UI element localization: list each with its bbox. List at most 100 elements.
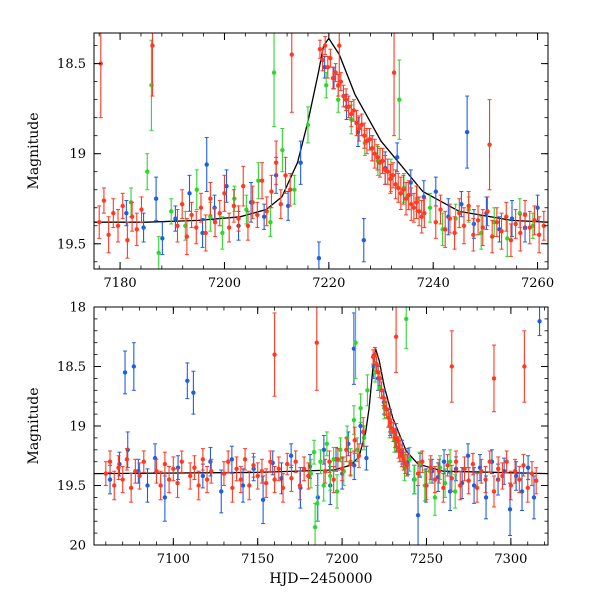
- bottom-blue-marker: [364, 455, 369, 461]
- top-blue-marker: [361, 237, 366, 243]
- top-red-marker: [513, 221, 518, 227]
- bottom-red-marker: [272, 477, 277, 482]
- top-red-marker: [125, 237, 130, 243]
- top-red-point: [184, 218, 190, 256]
- top-red-point: [288, 173, 293, 207]
- bottom-red-point: [120, 465, 125, 494]
- bottom-red-point: [247, 470, 252, 501]
- bottom-red-marker: [162, 461, 168, 467]
- top-red-marker: [269, 189, 274, 194]
- bottom-red-point: [158, 470, 163, 501]
- bottom-green-point: [412, 464, 417, 495]
- top-red-point: [283, 156, 288, 194]
- top-red-marker: [106, 232, 111, 237]
- bottom-red-point: [483, 465, 488, 494]
- bottom-red-point: [103, 461, 109, 486]
- top-red-marker: [259, 178, 265, 183]
- top-blue-marker: [173, 216, 178, 221]
- top-red-marker: [255, 212, 260, 218]
- top-red-point: [328, 48, 333, 68]
- top-y-tick-label: 19.5: [57, 237, 86, 252]
- bottom-red-marker: [392, 435, 398, 441]
- bottom-red-marker: [401, 457, 406, 462]
- bottom-red-point: [107, 450, 113, 473]
- top-red-point: [442, 210, 448, 248]
- bottom-green-marker: [432, 495, 438, 500]
- bottom-green-point: [334, 474, 340, 509]
- bottom-blue-point: [352, 450, 357, 481]
- top-red-point: [194, 210, 199, 245]
- top-red-point: [208, 182, 213, 216]
- bottom-red-marker: [500, 473, 505, 479]
- bottom-red-point: [306, 462, 311, 490]
- top-green-point: [220, 216, 225, 250]
- bottom-red-marker: [247, 483, 252, 488]
- top-blue-marker: [535, 205, 540, 210]
- top-red-point: [264, 196, 269, 227]
- top-red-point: [385, 158, 390, 185]
- top-red-point: [212, 207, 218, 238]
- bottom-green-marker: [312, 524, 318, 530]
- bottom-series-blue: [107, 307, 542, 545]
- top-red-marker: [194, 225, 199, 230]
- bottom-red-marker: [158, 483, 163, 488]
- top-green-marker: [220, 230, 225, 236]
- bottom-red-point: [301, 456, 307, 482]
- top-red-marker: [527, 225, 532, 230]
- top-blue-point: [464, 95, 470, 169]
- top-blue-marker: [187, 191, 192, 196]
- bottom-red-point: [393, 307, 399, 373]
- bottom-plot-frame: [93, 306, 549, 546]
- top-red-marker: [447, 216, 453, 221]
- bottom-red-marker: [209, 469, 214, 474]
- bottom-red-marker: [200, 457, 206, 462]
- top-red-point: [189, 201, 194, 229]
- bottom-green-marker: [353, 340, 358, 345]
- top-x-tick-label: 7220: [312, 276, 345, 291]
- top-red-point: [236, 205, 241, 232]
- bottom-red-marker: [462, 466, 467, 472]
- bottom-red-point: [335, 448, 341, 471]
- bottom-blue-marker: [260, 497, 266, 502]
- top-red-point: [518, 214, 523, 252]
- bottom-green-marker: [318, 459, 323, 464]
- top-red-marker: [351, 108, 357, 113]
- top-red-marker: [422, 210, 427, 216]
- bottom-red-marker: [453, 459, 459, 464]
- bottom-red-marker: [276, 466, 282, 472]
- top-red-marker: [380, 158, 385, 164]
- bottom-red-point: [272, 312, 277, 397]
- top-blue-point: [224, 169, 229, 203]
- top-red-point: [401, 174, 406, 205]
- bottom-x-tick-label: 7100: [157, 552, 190, 567]
- top-red-marker: [461, 223, 467, 228]
- bottom-red-point: [496, 456, 501, 482]
- bottom-blue-marker: [483, 495, 489, 500]
- bottom-blue-marker: [351, 346, 357, 351]
- bottom-blue-marker: [208, 459, 213, 464]
- bottom-red-point: [242, 448, 248, 471]
- top-red-point: [226, 212, 232, 243]
- bottom-red-marker: [348, 461, 353, 467]
- bottom-red-marker: [470, 461, 476, 467]
- bottom-red-point: [238, 465, 244, 494]
- bottom-red-marker: [449, 364, 454, 369]
- top-red-point: [508, 223, 514, 257]
- bottom-red-point: [133, 458, 138, 484]
- top-red-marker: [471, 232, 476, 237]
- top-red-point: [391, 33, 397, 137]
- top-red-marker: [398, 191, 404, 196]
- bottom-blue-point: [531, 475, 537, 520]
- bottom-y-tick-label: 18.5: [57, 360, 86, 375]
- top-red-marker: [322, 43, 328, 48]
- bottom-red-point: [449, 330, 454, 403]
- top-red-marker: [333, 70, 338, 75]
- bottom-blue-point: [122, 350, 128, 395]
- top-blue-marker: [459, 201, 464, 207]
- bottom-red-point: [432, 465, 438, 494]
- bottom-red-marker: [397, 448, 403, 454]
- top-red-marker: [391, 70, 397, 75]
- bottom-red-marker: [436, 469, 442, 474]
- top-red-point: [198, 192, 204, 223]
- bottom-red-point: [200, 448, 206, 471]
